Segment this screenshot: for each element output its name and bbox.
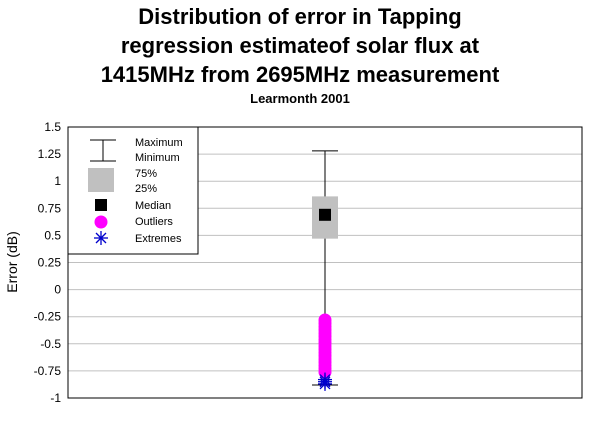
chart-title-line-2: regression estimateof solar flux at xyxy=(120,33,480,58)
y-tick-label: 0.25 xyxy=(38,256,62,270)
outlier-point xyxy=(318,365,332,379)
legend-box-swatch xyxy=(88,168,114,192)
y-tick-label: 1 xyxy=(54,174,61,188)
y-tick-label: 0 xyxy=(54,283,61,297)
legend: Maximum Minimum 75% 25% Median Outliers … xyxy=(67,126,199,255)
chart-title-line-3: 1415MHz from 2695MHz measurement xyxy=(100,62,500,87)
legend-outlier-marker xyxy=(94,215,108,229)
y-tick-label: -1 xyxy=(50,391,61,405)
legend-minimum-label: Minimum xyxy=(135,152,180,164)
y-axis-ticks: 1.5 1.25 1 0.75 0.5 0.25 0 -0.25 -0.5 -0.75 -1 xyxy=(34,120,62,405)
y-axis-label: Error (dB) xyxy=(4,231,20,292)
y-tick-label: -0.5 xyxy=(40,337,61,351)
box-plot-marks xyxy=(312,150,338,391)
y-tick-label: 0.5 xyxy=(44,228,61,242)
legend-q25-label: 25% xyxy=(135,183,157,195)
y-tick-label: -0.75 xyxy=(34,364,62,378)
legend-extreme-marker xyxy=(94,231,108,245)
legend-extremes-label: Extremes xyxy=(135,233,182,245)
legend-median-label: Median xyxy=(135,200,171,212)
legend-median-marker xyxy=(95,199,107,211)
y-tick-label: 1.25 xyxy=(38,147,62,161)
chart-subtitle: Learmonth 2001 xyxy=(250,91,350,106)
legend-outliers-label: Outliers xyxy=(135,216,173,228)
extreme-point xyxy=(318,376,332,391)
y-tick-label: -0.25 xyxy=(34,310,62,324)
y-tick-label: 0.75 xyxy=(38,201,62,215)
plot-area-frame xyxy=(67,126,583,399)
median-marker xyxy=(319,208,331,221)
legend-q75-label: 75% xyxy=(135,168,157,180)
y-tick-label: 1.5 xyxy=(44,120,61,134)
chart-title-line-1: Distribution of error in Tapping xyxy=(138,4,462,29)
legend-maximum-label: Maximum xyxy=(135,137,183,149)
